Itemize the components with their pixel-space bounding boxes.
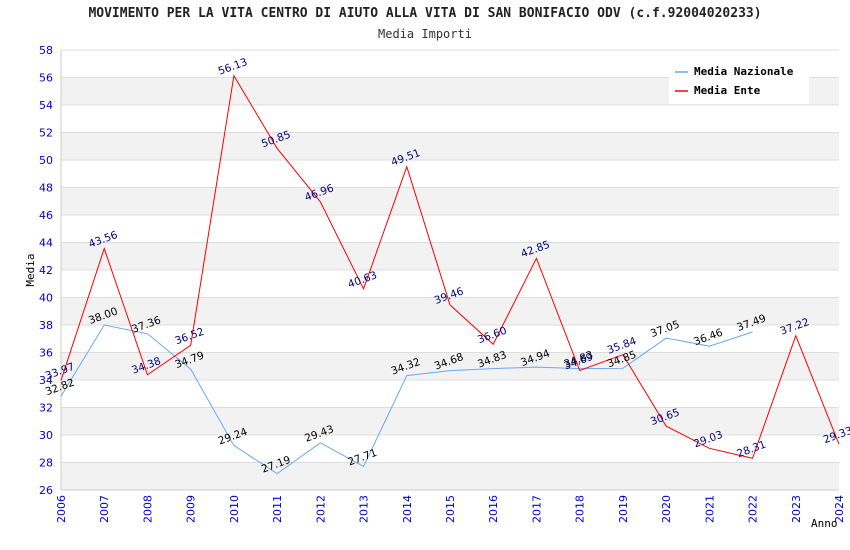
legend-box <box>669 60 809 104</box>
x-tick-label: 2020 <box>660 495 673 523</box>
x-tick-label: 2017 <box>530 495 543 523</box>
grid-band <box>61 160 839 188</box>
y-tick-label: 56 <box>39 72 53 85</box>
x-tick-label: 2018 <box>574 495 587 523</box>
x-tick-label: 2010 <box>228 495 241 523</box>
y-tick-label: 46 <box>39 209 53 222</box>
grid-band <box>61 105 839 133</box>
y-tick-label: 42 <box>39 264 53 277</box>
axes <box>60 50 839 491</box>
grid-band <box>61 462 839 490</box>
y-axis-label: Media <box>24 253 37 286</box>
series-lines <box>60 74 840 475</box>
y-tick-label: 44 <box>39 237 53 250</box>
x-tick-label: 2016 <box>487 495 500 523</box>
y-tick-label: 52 <box>39 127 53 140</box>
x-tick-label: 2022 <box>747 495 760 523</box>
grid-band <box>61 270 839 298</box>
y-tick-label: 30 <box>39 429 53 442</box>
x-tick-label: 2008 <box>141 495 154 523</box>
grid-band <box>61 242 839 270</box>
x-tick-label: 2013 <box>358 495 371 523</box>
y-tick-label: 58 <box>39 44 53 57</box>
grid-band <box>61 380 839 408</box>
grid-band <box>61 325 839 353</box>
chart-subtitle: Media Importi <box>378 27 472 41</box>
legend-label-media-nazionale: Media Nazionale <box>694 65 794 78</box>
y-tick-label: 34 <box>39 374 53 387</box>
grid-band <box>61 407 839 435</box>
chart-title: MOVIMENTO PER LA VITA CENTRO DI AIUTO AL… <box>88 6 762 21</box>
grid-band <box>61 297 839 325</box>
x-tick-label: 2023 <box>790 495 803 523</box>
x-tick-label: 2021 <box>703 495 716 523</box>
tick-labels: 26 28 30 32 34 36 38 40 42 44 46 48 50 52 54 56 58 2006 20… <box>39 44 846 523</box>
y-tick-label: 36 <box>39 347 53 360</box>
y-tick-label: 54 <box>39 99 53 112</box>
x-tick-label: 2006 <box>55 495 68 523</box>
grid-band <box>61 352 839 380</box>
grid-band <box>61 132 839 160</box>
y-tick-label: 40 <box>39 292 53 305</box>
grid-band <box>61 187 839 215</box>
y-tick-label: 26 <box>39 484 53 497</box>
x-tick-label: 2015 <box>444 495 457 523</box>
series-line-media-ente <box>60 74 840 459</box>
x-tick-label: 2007 <box>98 495 111 523</box>
series-line-media-nazionale <box>60 324 753 475</box>
legend-label-media-ente: Media Ente <box>694 84 761 97</box>
x-tick-label: 2019 <box>617 495 630 523</box>
x-tick-label: 2012 <box>314 495 327 523</box>
y-tick-label: 32 <box>39 402 53 415</box>
y-tick-label: 50 <box>39 154 53 167</box>
grid-band <box>61 215 839 243</box>
x-tick-label: 2024 <box>833 495 846 523</box>
grid-bands <box>61 49 839 491</box>
y-tick-label: 38 <box>39 319 53 332</box>
y-tick-label: 48 <box>39 182 53 195</box>
x-tick-label: 2014 <box>401 495 414 523</box>
legend: Media Nazionale Media Ente <box>669 60 809 104</box>
x-axis-label: Anno <box>811 517 838 530</box>
x-tick-label: 2009 <box>185 495 198 523</box>
x-tick-label: 2011 <box>271 495 284 523</box>
y-tick-label: 28 <box>39 457 53 470</box>
